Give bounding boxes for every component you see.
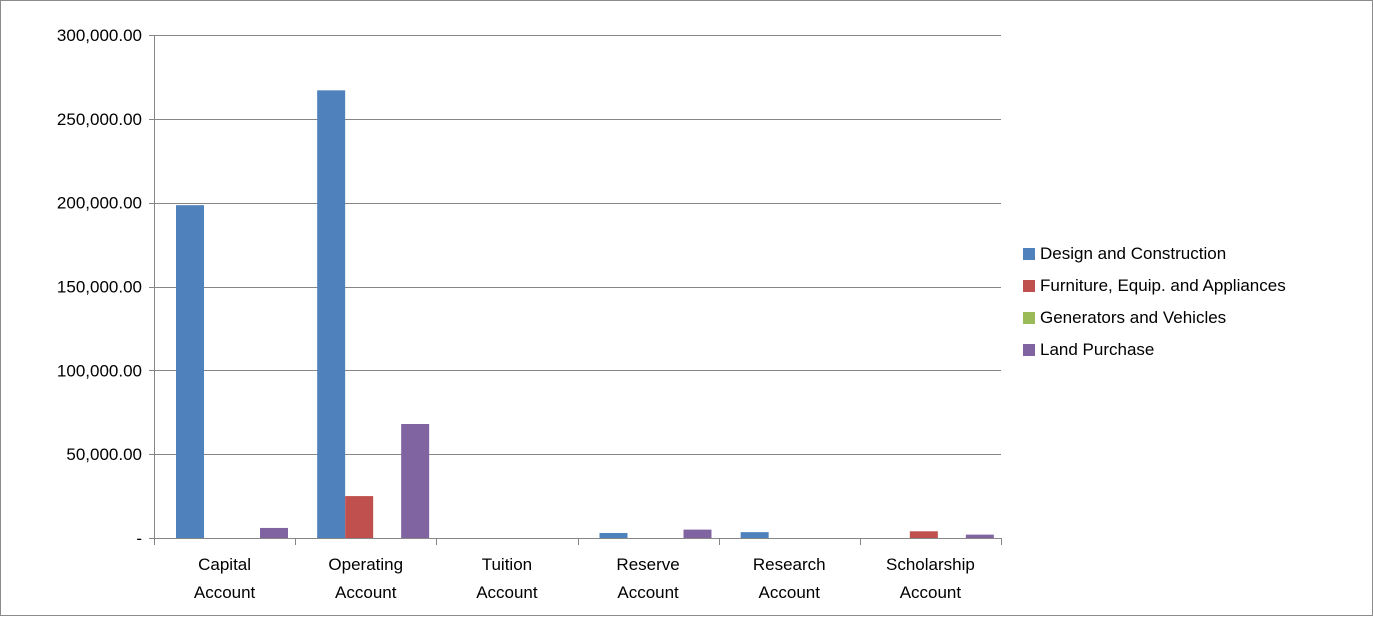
y-tick-label: 150,000.00 [57, 278, 142, 297]
x-tick-label: Research [753, 555, 826, 574]
legend-label: Furniture, Equip. and Appliances [1040, 276, 1286, 295]
y-tick-label: 50,000.00 [66, 445, 142, 464]
x-tick-label: Account [617, 583, 679, 602]
legend-swatch [1023, 344, 1035, 356]
bar-design-and-construction-0 [176, 205, 204, 538]
bar-design-and-construction-3 [599, 532, 628, 538]
legend-item: Furniture, Equip. and Appliances [1023, 270, 1286, 302]
legend-swatch [1023, 280, 1035, 292]
x-tick-label: Operating [328, 555, 403, 574]
y-tick-label: 100,000.00 [57, 361, 142, 380]
bar-furniture-equip-and-appliances-5 [909, 531, 938, 538]
y-tick-label: 300,000.00 [57, 26, 142, 45]
bar-land-purchase-3 [683, 529, 712, 538]
legend-item: Design and Construction [1023, 238, 1286, 270]
legend-item: Generators and Vehicles [1023, 302, 1286, 334]
bar-land-purchase-5 [965, 534, 994, 538]
x-tick-label: Tuition [482, 555, 532, 574]
x-tick-label: Account [759, 583, 821, 602]
y-tick-label: 250,000.00 [57, 110, 142, 129]
x-tick-label: Account [900, 583, 962, 602]
bar-furniture-equip-and-appliances-1 [345, 496, 374, 538]
x-tick-label: Scholarship [886, 555, 975, 574]
legend-item: Land Purchase [1023, 334, 1286, 366]
x-tick-label: Reserve [616, 555, 679, 574]
bar-land-purchase-1 [401, 423, 430, 538]
bar-land-purchase-0 [260, 527, 288, 538]
bar-design-and-construction-4 [740, 532, 769, 538]
legend: Design and Construction Furniture, Equip.… [1023, 238, 1286, 366]
legend-label: Land Purchase [1040, 340, 1155, 359]
x-tick-label: Account [335, 583, 397, 602]
y-tick-label: 200,000.00 [57, 194, 142, 213]
x-tick-label: Account [194, 583, 256, 602]
x-tick-label: Account [476, 583, 538, 602]
legend-swatch [1023, 248, 1035, 260]
y-tick-label: - [136, 529, 142, 548]
bar-design-and-construction-1 [317, 90, 346, 538]
legend-label: Generators and Vehicles [1040, 308, 1227, 327]
legend-swatch [1023, 312, 1035, 324]
x-tick-label: Capital [198, 555, 251, 574]
legend-label: Design and Construction [1040, 244, 1227, 263]
